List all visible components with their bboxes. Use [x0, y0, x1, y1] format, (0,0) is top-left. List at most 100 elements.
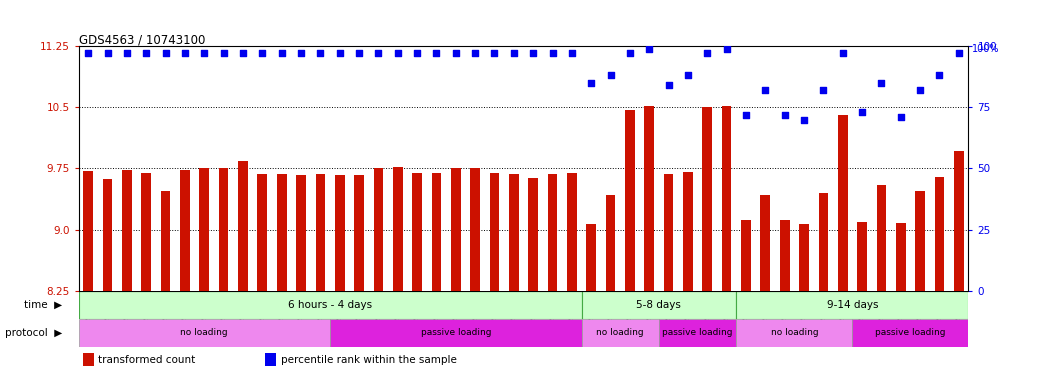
Point — [506, 50, 522, 56]
Bar — [79, 291, 581, 319]
Point — [737, 112, 754, 118]
Point — [853, 109, 870, 115]
Bar — [852, 319, 968, 347]
Bar — [915, 191, 925, 291]
Bar — [606, 195, 616, 291]
Point — [602, 73, 619, 79]
Text: passive loading: passive loading — [421, 328, 491, 338]
Bar — [470, 169, 480, 291]
Bar — [258, 174, 267, 291]
Text: protocol  ▶: protocol ▶ — [5, 328, 63, 338]
Bar — [819, 193, 828, 291]
Bar — [490, 174, 499, 291]
Bar — [586, 224, 596, 291]
Point — [447, 50, 464, 56]
Point — [138, 50, 155, 56]
Bar — [199, 169, 209, 291]
Text: 6 hours - 4 days: 6 hours - 4 days — [288, 300, 372, 310]
Bar — [161, 190, 171, 291]
Point — [544, 50, 561, 56]
Bar — [876, 185, 886, 291]
Bar — [567, 174, 577, 291]
Bar — [954, 151, 963, 291]
Bar — [529, 178, 538, 291]
Bar — [857, 222, 867, 291]
Text: transformed count: transformed count — [98, 355, 196, 365]
Bar — [79, 319, 330, 347]
Point — [486, 50, 503, 56]
Point — [216, 50, 232, 56]
Bar — [141, 172, 151, 291]
Point — [80, 50, 96, 56]
Bar — [741, 220, 751, 291]
Point — [273, 50, 290, 56]
Point — [680, 73, 696, 79]
Text: 9-14 days: 9-14 days — [827, 300, 878, 310]
Point — [583, 80, 600, 86]
Bar — [219, 169, 228, 291]
Text: 5-8 days: 5-8 days — [637, 300, 682, 310]
Point — [796, 116, 812, 122]
Text: GDS4563 / 10743100: GDS4563 / 10743100 — [79, 33, 205, 46]
Point — [951, 50, 967, 56]
Bar — [83, 353, 93, 366]
Bar — [265, 353, 276, 366]
Text: percentile rank within the sample: percentile rank within the sample — [281, 355, 456, 365]
Point — [912, 87, 929, 93]
Bar — [238, 161, 248, 291]
Point — [118, 50, 135, 56]
Bar — [335, 175, 344, 291]
Point — [873, 80, 890, 86]
Point — [563, 50, 580, 56]
Bar — [354, 175, 364, 291]
Bar — [413, 174, 422, 291]
Point — [370, 50, 386, 56]
Bar — [838, 115, 848, 291]
Point — [699, 50, 716, 56]
Bar — [659, 319, 736, 347]
Bar — [780, 220, 789, 291]
Bar — [315, 174, 326, 291]
Text: time  ▶: time ▶ — [24, 300, 63, 310]
Point — [931, 73, 948, 79]
Point — [661, 82, 677, 88]
Point — [834, 50, 851, 56]
Bar — [625, 110, 634, 291]
Point — [467, 50, 484, 56]
Bar — [644, 106, 654, 291]
Point — [312, 50, 329, 56]
Bar — [799, 224, 809, 291]
Bar — [683, 172, 693, 291]
Point — [99, 50, 116, 56]
Bar — [760, 195, 771, 291]
Point — [641, 45, 658, 51]
Bar — [330, 319, 581, 347]
Point — [331, 50, 348, 56]
Text: passive loading: passive loading — [875, 328, 945, 338]
Bar — [581, 319, 659, 347]
Point — [718, 45, 735, 51]
Point — [235, 50, 251, 56]
Point — [157, 50, 174, 56]
Bar — [451, 169, 461, 291]
Bar — [721, 106, 732, 291]
Text: passive loading: passive loading — [663, 328, 733, 338]
Point — [757, 87, 774, 93]
Bar — [935, 177, 944, 291]
Text: no loading: no loading — [771, 328, 818, 338]
Bar — [548, 174, 557, 291]
Bar — [431, 172, 441, 291]
Bar — [122, 170, 132, 291]
Point — [428, 50, 445, 56]
Bar — [736, 291, 968, 319]
Bar — [103, 179, 112, 291]
Bar — [664, 174, 673, 291]
Bar — [736, 319, 852, 347]
Point — [196, 50, 213, 56]
Bar — [374, 169, 383, 291]
Text: no loading: no loading — [597, 328, 644, 338]
Point — [525, 50, 541, 56]
Bar — [84, 171, 93, 291]
Point — [815, 87, 831, 93]
Bar — [393, 167, 403, 291]
